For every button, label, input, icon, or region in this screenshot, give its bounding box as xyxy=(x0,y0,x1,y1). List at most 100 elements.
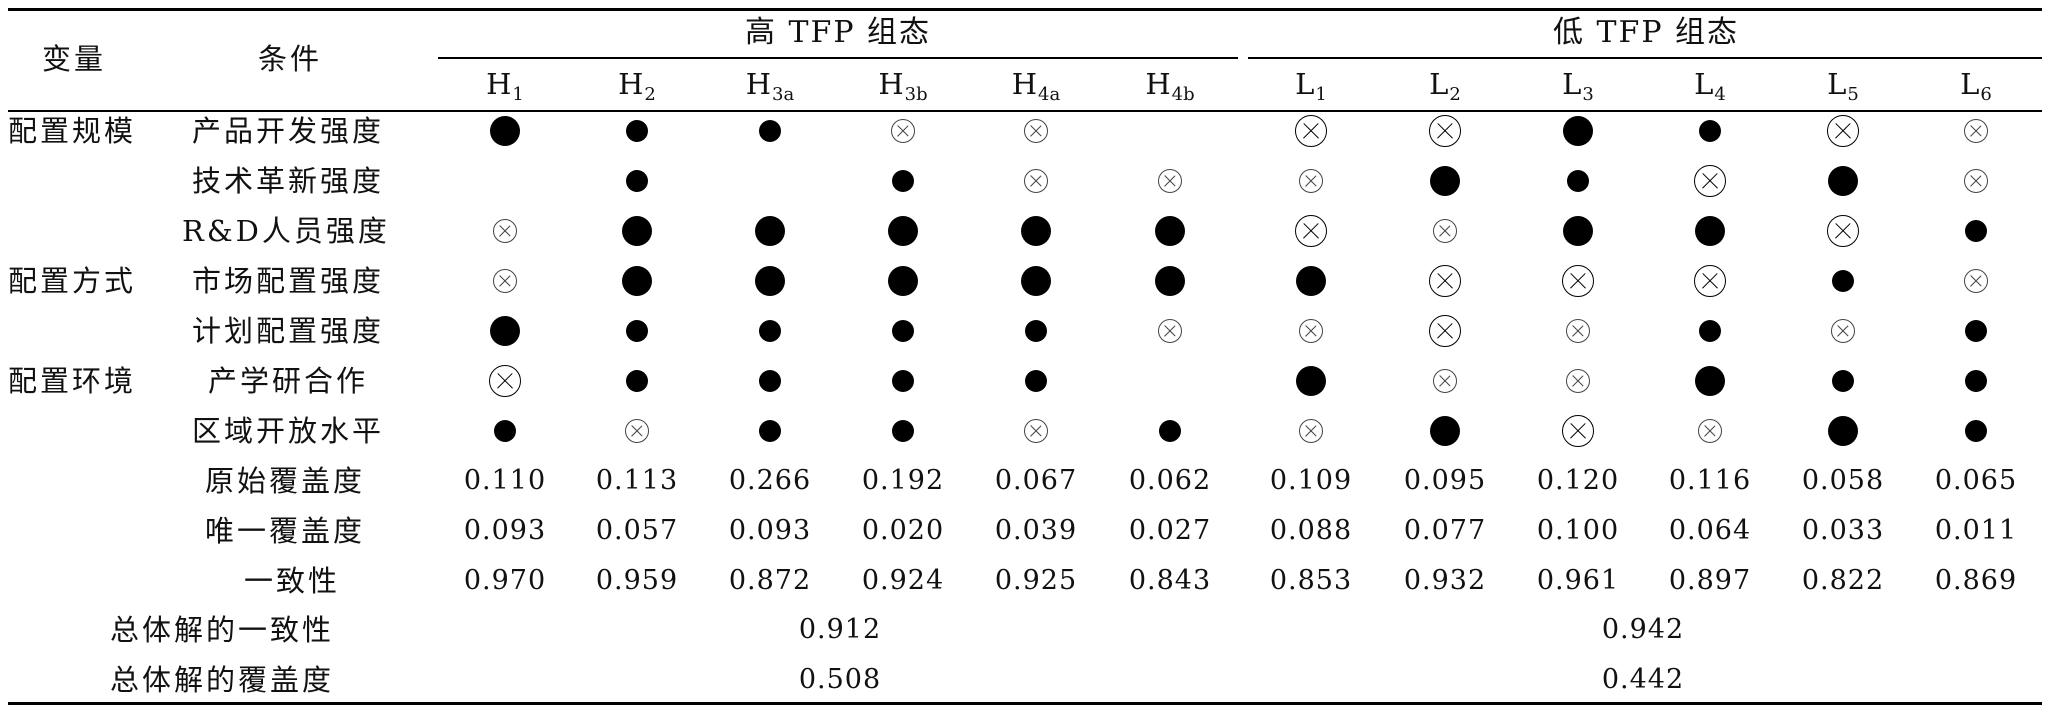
peripheral-absent-icon xyxy=(1566,369,1590,393)
column-header-h3b: H3b xyxy=(878,70,927,104)
core-present-icon xyxy=(1563,216,1593,246)
core-absent-icon xyxy=(1295,215,1327,247)
peripheral-absent-icon xyxy=(493,269,517,293)
core-present-icon xyxy=(755,216,785,246)
metric-value: 0.925 xyxy=(994,565,1078,596)
metric-value: 0.843 xyxy=(1128,565,1212,596)
column-header-subscript: 4 xyxy=(1714,84,1726,105)
condition-label: 产学研合作 xyxy=(208,364,369,398)
metric-value: 0.120 xyxy=(1536,465,1620,496)
peripheral-present-icon xyxy=(759,370,781,392)
group-underline-low xyxy=(1248,57,2042,59)
metric-value: 0.100 xyxy=(1536,515,1620,546)
metric-value: 0.062 xyxy=(1128,465,1212,496)
column-header-base: L xyxy=(1429,67,1449,101)
metric-value: 0.093 xyxy=(463,515,547,546)
column-header-subscript: 1 xyxy=(1315,84,1327,105)
bottom-rule xyxy=(8,702,2042,705)
column-header-base: H xyxy=(486,67,512,101)
peripheral-absent-icon xyxy=(1964,169,1988,193)
column-header-l3: L3 xyxy=(1562,70,1594,104)
peripheral-absent-icon xyxy=(1158,169,1182,193)
header-rule xyxy=(8,110,2042,112)
peripheral-absent-icon xyxy=(1299,169,1323,193)
metric-value: 0.266 xyxy=(728,465,812,496)
metric-value: 0.077 xyxy=(1403,515,1487,546)
peripheral-absent-icon xyxy=(1299,419,1323,443)
summary-value-high: 0.912 xyxy=(798,614,882,645)
core-present-icon xyxy=(888,216,918,246)
column-header-base: L xyxy=(1827,67,1847,101)
column-header-subscript: 3a xyxy=(772,84,795,105)
column-header-h1: H1 xyxy=(486,70,524,104)
peripheral-absent-icon xyxy=(1698,419,1722,443)
metric-value: 0.853 xyxy=(1269,565,1353,596)
peripheral-absent-icon xyxy=(1433,219,1457,243)
variable-label: 配置规模 xyxy=(8,114,137,148)
core-present-icon xyxy=(1021,266,1051,296)
metric-value: 0.113 xyxy=(595,465,679,496)
metric-value: 0.095 xyxy=(1403,465,1487,496)
metric-value: 0.869 xyxy=(1934,565,2018,596)
peripheral-present-icon xyxy=(1832,270,1854,292)
peripheral-present-icon xyxy=(1567,170,1589,192)
summary-value-low: 0.942 xyxy=(1601,614,1685,645)
metric-value: 0.033 xyxy=(1801,515,1885,546)
metric-value: 0.961 xyxy=(1536,565,1620,596)
peripheral-present-icon xyxy=(1159,420,1181,442)
column-header-h4a: H4a xyxy=(1012,70,1060,104)
column-header-subscript: 4b xyxy=(1171,84,1195,105)
peripheral-absent-icon xyxy=(625,419,649,443)
column-header-base: H xyxy=(618,67,644,101)
peripheral-present-icon xyxy=(1965,420,1987,442)
condition-label: 计划配置强度 xyxy=(192,314,385,348)
core-absent-icon xyxy=(1429,265,1461,297)
core-absent-icon xyxy=(1562,265,1594,297)
core-present-icon xyxy=(888,266,918,296)
column-header-l2: L2 xyxy=(1429,70,1461,104)
column-header-subscript: 1 xyxy=(512,84,524,105)
core-present-icon xyxy=(622,266,652,296)
core-present-icon xyxy=(490,316,520,346)
core-absent-icon xyxy=(1694,165,1726,197)
core-present-icon xyxy=(1155,216,1185,246)
condition-label: 产品开发强度 xyxy=(192,114,385,148)
core-absent-icon xyxy=(1694,265,1726,297)
column-header-l4: L4 xyxy=(1694,70,1726,104)
peripheral-absent-icon xyxy=(1831,319,1855,343)
peripheral-present-icon xyxy=(892,170,914,192)
summary-value-high: 0.508 xyxy=(798,664,882,695)
peripheral-present-icon xyxy=(1832,370,1854,392)
metric-label: 唯一覆盖度 xyxy=(205,514,366,548)
metric-value: 0.110 xyxy=(463,465,547,496)
peripheral-present-icon xyxy=(626,120,648,142)
core-present-icon xyxy=(1695,366,1725,396)
summary-value-low: 0.442 xyxy=(1601,664,1685,695)
core-absent-icon xyxy=(1562,415,1594,447)
peripheral-absent-icon xyxy=(1299,319,1323,343)
metric-value: 0.067 xyxy=(994,465,1078,496)
metric-value: 0.027 xyxy=(1128,515,1212,546)
metric-value: 0.822 xyxy=(1801,565,1885,596)
peripheral-absent-icon xyxy=(1566,319,1590,343)
peripheral-present-icon xyxy=(759,420,781,442)
peripheral-present-icon xyxy=(626,170,648,192)
metric-label: 一致性 xyxy=(244,564,341,598)
summary-label: 总体解的一致性 xyxy=(110,613,335,647)
metric-value: 0.897 xyxy=(1668,565,1752,596)
column-header-h3a: H3a xyxy=(746,70,794,104)
column-header-l1: L1 xyxy=(1295,70,1327,104)
peripheral-present-icon xyxy=(1965,370,1987,392)
peripheral-present-icon xyxy=(1699,320,1721,342)
column-header-base: L xyxy=(1694,67,1714,101)
condition-label: 技术革新强度 xyxy=(192,164,385,198)
metric-value: 0.109 xyxy=(1269,465,1353,496)
core-absent-icon xyxy=(1827,215,1859,247)
core-present-icon xyxy=(1021,216,1051,246)
core-present-icon xyxy=(1695,216,1725,246)
core-present-icon xyxy=(755,266,785,296)
column-header-l5: L5 xyxy=(1827,70,1859,104)
core-present-icon xyxy=(1563,116,1593,146)
peripheral-present-icon xyxy=(494,420,516,442)
